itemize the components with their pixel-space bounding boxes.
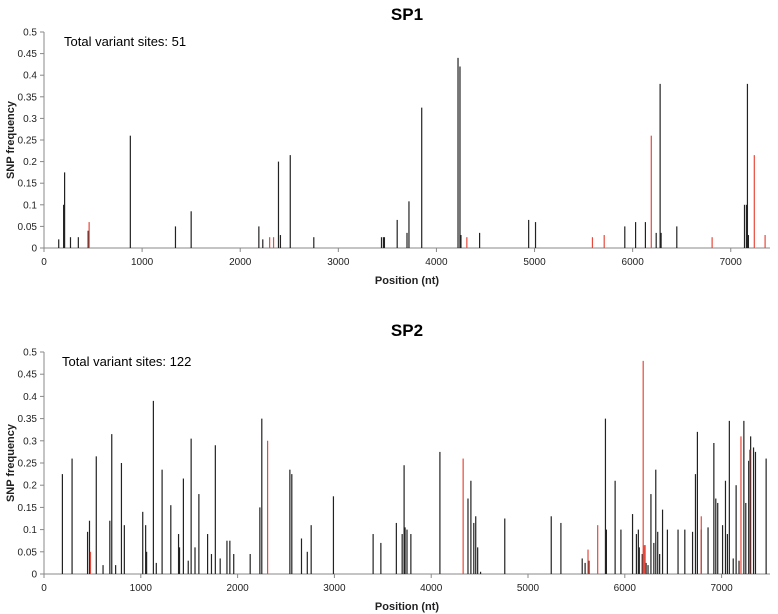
y-tick-label: 0.35 [18,414,38,425]
x-tick-label: 0 [41,257,47,268]
y-tick-label: 0.35 [18,92,38,103]
x-tick-label: 4000 [425,257,448,268]
y-tick-label: 0.1 [23,200,37,211]
y-tick-label: 0.15 [18,503,38,514]
y-tick-label: 0 [31,244,37,255]
y-tick-label: 0.4 [23,392,37,403]
x-tick-label: 0 [41,583,47,594]
y-tick-label: 0.05 [18,547,38,558]
x-tick-label: 3000 [327,257,350,268]
y-tick-label: 0.5 [23,28,37,39]
x-tick-label: 5000 [523,257,546,268]
y-tick-label: 0.2 [23,157,37,168]
x-tick-label: 5000 [517,583,540,594]
x-tick-label: 2000 [229,257,252,268]
chart-sp2: SP2 0 0.05 0.1 0.15 0.2 0.25 0.3 0.35 0.4 0.45 0.5 0… [5,321,770,613]
x-tick-label: 4000 [420,583,443,594]
y-tick-label: 0.45 [18,49,38,60]
y-tick-label: 0.05 [18,222,38,233]
y-axis-label: SNP frequency [5,100,17,179]
y-tick-label: 0.25 [18,459,38,470]
y-tick-label: 0.2 [23,481,37,492]
y-tick-label: 0.45 [18,370,38,381]
y-tick-label: 0.3 [23,114,37,125]
x-tick-label: 7000 [710,583,733,594]
y-tick-label: 0.25 [18,136,38,147]
x-tick-label: 1000 [131,257,154,268]
variant-count-annotation: Total variant sites: 122 [62,354,191,369]
x-tick-label: 2000 [226,583,249,594]
x-tick-label: 1000 [130,583,153,594]
y-tick-label: 0 [31,570,37,581]
y-axis-label: SNP frequency [5,423,17,502]
chart-title: SP2 [391,321,423,340]
x-tick-label: 7000 [720,257,743,268]
variant-count-annotation: Total variant sites: 51 [64,34,186,49]
y-tick-label: 0.5 [23,348,37,359]
y-tick-label: 0.4 [23,71,37,82]
x-tick-label: 3000 [323,583,346,594]
x-axis-label: Position (nt) [375,601,439,613]
x-axis-label: Position (nt) [375,275,439,287]
y-tick-label: 0.15 [18,179,38,190]
x-tick-label: 6000 [614,583,637,594]
chart-sp1: SP1 0 0.05 0.1 0.15 0.2 0.25 0.3 0.35 0.4 0.45 0.5 0… [5,5,770,287]
x-tick-label: 6000 [622,257,645,268]
y-tick-label: 0.1 [23,525,37,536]
y-tick-label: 0.3 [23,436,37,447]
chart-title: SP1 [391,5,423,24]
